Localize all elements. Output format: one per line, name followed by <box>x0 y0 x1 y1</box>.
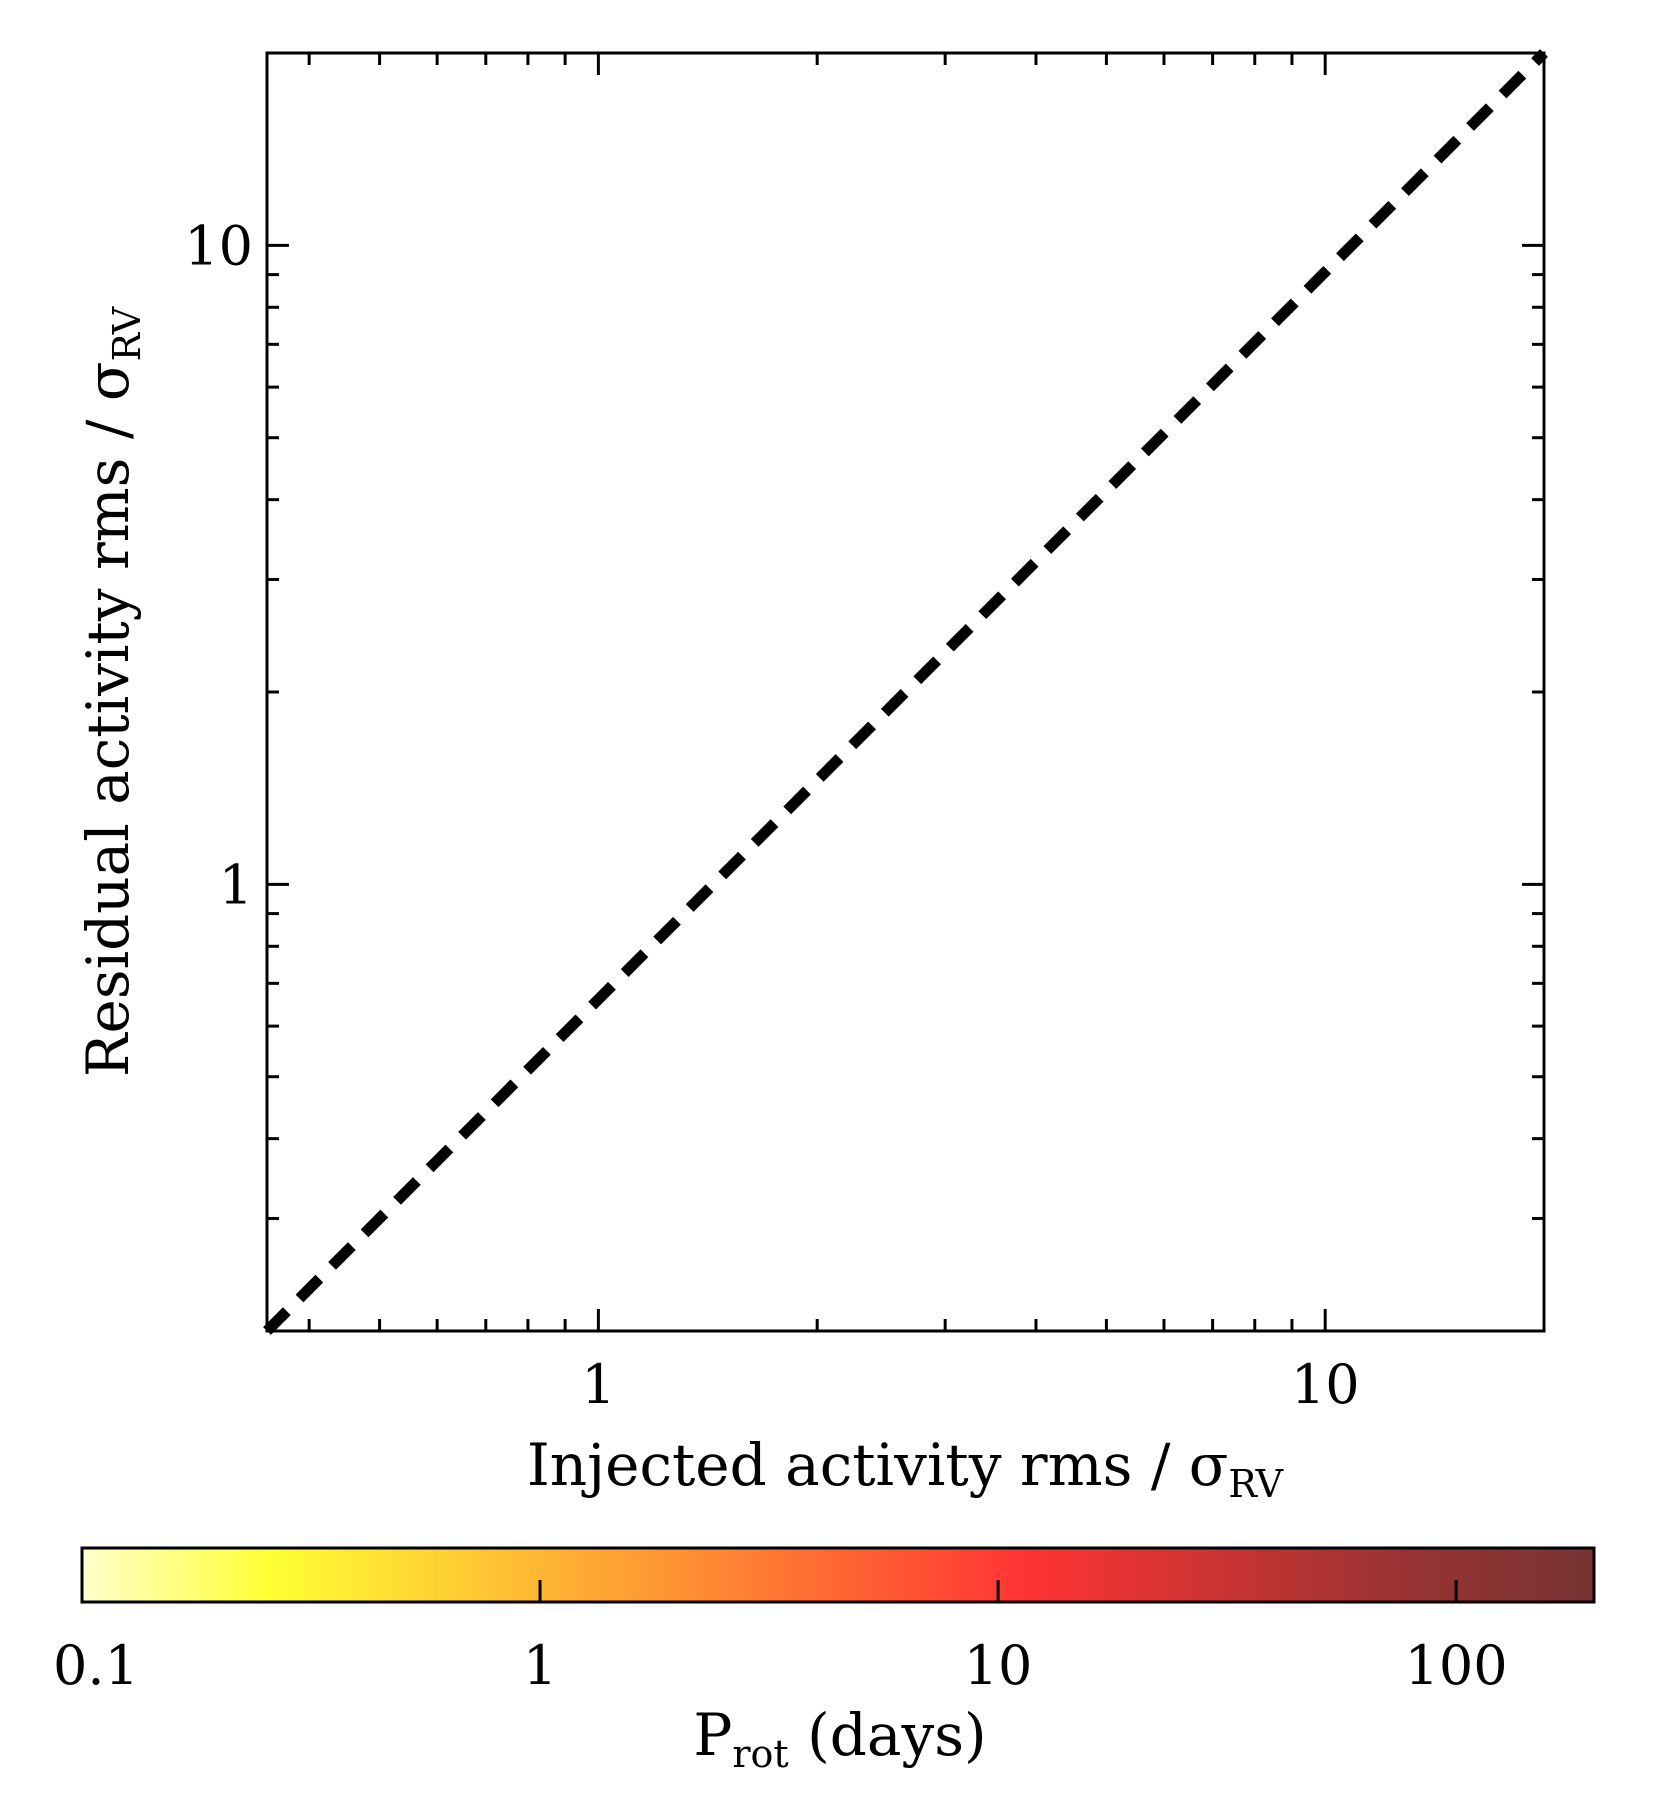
y-tick-label: 1 <box>219 853 253 916</box>
colorbar-title: Prot (days) <box>693 1701 986 1776</box>
series-group <box>263 49 1548 1335</box>
colorbar-tick-label: 10 <box>964 1634 1033 1697</box>
colorbar-tick-label: 100 <box>1405 1634 1508 1697</box>
series-line <box>263 49 1548 1335</box>
colorbar-ticks: 0.1 1 10 100 <box>53 1580 1508 1697</box>
colorbar-tick-label: 0.1 <box>53 1634 139 1697</box>
y-tick-label: 10 <box>184 214 253 277</box>
x-axis-title: Injected activity rms / σRV <box>527 1431 1284 1506</box>
colorbar <box>80 1546 1596 1604</box>
colorbar-tick-label: 1 <box>523 1634 557 1697</box>
x-tick-label: 10 <box>1291 1353 1360 1416</box>
y-axis-title: Residual activity rms / σRV <box>74 306 149 1077</box>
x-tick-label: 1 <box>581 1353 615 1416</box>
x-axis-ticks: 1 10 <box>307 53 1360 1416</box>
y-axis-ticks: 1 10 <box>184 214 1544 1220</box>
